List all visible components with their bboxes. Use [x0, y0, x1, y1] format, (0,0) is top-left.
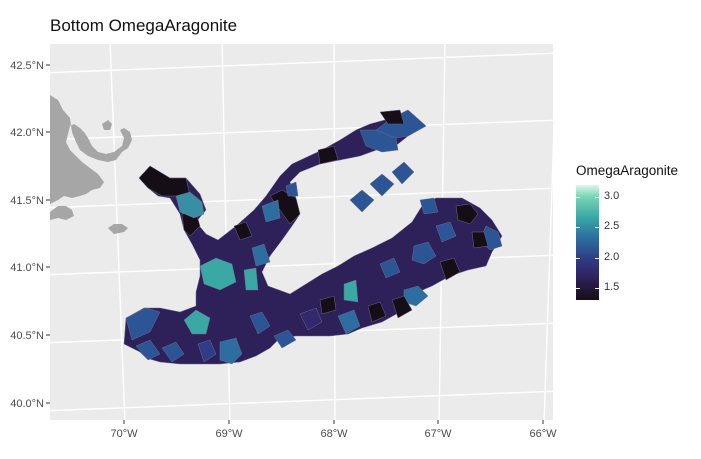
x-tick-label: 70°W [110, 428, 138, 440]
omega-cell [411, 241, 437, 265]
omega-cell [285, 181, 299, 197]
legend-tick-mark [576, 257, 580, 259]
land-cape-tip [102, 120, 112, 130]
grid-parallel [50, 187, 553, 209]
omega-cell [197, 339, 217, 363]
grid-parallel [50, 119, 553, 141]
legend-tick-mark [576, 197, 580, 199]
legend-tick-label: 2.5 [604, 220, 620, 233]
omega-cell [379, 257, 401, 279]
x-tick-label: 67°W [424, 428, 452, 440]
omega-cell [391, 295, 413, 319]
omega-cell [343, 279, 359, 303]
omega-cell [219, 337, 243, 365]
legend-tick-mark [595, 257, 599, 259]
legend-title: OmegaAragonite [576, 163, 679, 178]
grid-meridian [543, 137, 553, 420]
omega-cell [369, 173, 395, 197]
legend-tick-mark [595, 287, 599, 289]
omega-cell [359, 129, 399, 153]
land-cape-cod [50, 95, 132, 204]
y-tick-label: 40.0°N [10, 398, 44, 410]
omega-cell [135, 339, 161, 361]
x-tick-label: 68°W [320, 428, 348, 440]
omega-cell [299, 307, 323, 331]
omega-cell [261, 199, 281, 223]
legend-tick-mark [595, 197, 599, 199]
y-tick-label: 41.0°N [10, 262, 44, 274]
legend-tick-label: 2.0 [604, 250, 620, 263]
omega-cell [199, 257, 237, 291]
y-tick-label: 41.5°N [10, 195, 44, 207]
y-axis: 42.5°N 42.0°N 41.5°N 41.0°N 40.5°N 40.0°… [10, 60, 50, 410]
omega-cell [367, 301, 387, 323]
omega-cell [251, 243, 271, 267]
color-legend: OmegaAragonite 3.0 2.5 2.0 1.5 [576, 163, 696, 313]
omega-cell [317, 145, 339, 165]
x-tick-label: 66°W [529, 428, 557, 440]
omega-cell [419, 197, 439, 215]
land-marthas-vineyard [50, 206, 74, 220]
omega-cell [337, 309, 361, 335]
legend-tick-mark [576, 227, 580, 229]
legend-tick-mark [576, 287, 580, 289]
omega-cell [349, 189, 375, 213]
y-tick-label: 42.5°N [10, 60, 44, 72]
y-tick-label: 42.0°N [10, 127, 44, 139]
omega-cell [125, 307, 161, 341]
legend-tick-label: 1.5 [604, 280, 620, 293]
omega-cell [269, 189, 301, 225]
omega-cell [379, 109, 405, 125]
omega-cell [439, 257, 461, 281]
omega-cell [273, 329, 297, 349]
omega-cell [471, 231, 489, 249]
grid-parallel [50, 390, 553, 412]
omega-cell [319, 295, 337, 315]
plot-title: Bottom OmegaAragonite [50, 16, 238, 35]
x-axis: 70°W 69°W 68°W 67°W 66°W [110, 420, 557, 440]
omega-cell [455, 203, 479, 225]
legend-colorbar [576, 185, 599, 300]
y-tick-label: 40.5°N [10, 330, 44, 342]
legend-tick-label: 3.0 [604, 190, 620, 203]
omega-cells [123, 109, 503, 365]
grid-meridian [333, 44, 336, 420]
omega-cell [243, 267, 259, 291]
land-nantucket [108, 224, 128, 234]
omega-cell [233, 221, 253, 241]
x-tick-label: 69°W [215, 428, 243, 440]
omega-cell [183, 309, 211, 335]
omega-cell [435, 221, 457, 243]
omega-cell [161, 341, 185, 363]
omega-cell [249, 311, 271, 335]
legend-tick-mark [595, 227, 599, 229]
omega-cell [175, 191, 205, 219]
omega-cell [391, 161, 415, 185]
